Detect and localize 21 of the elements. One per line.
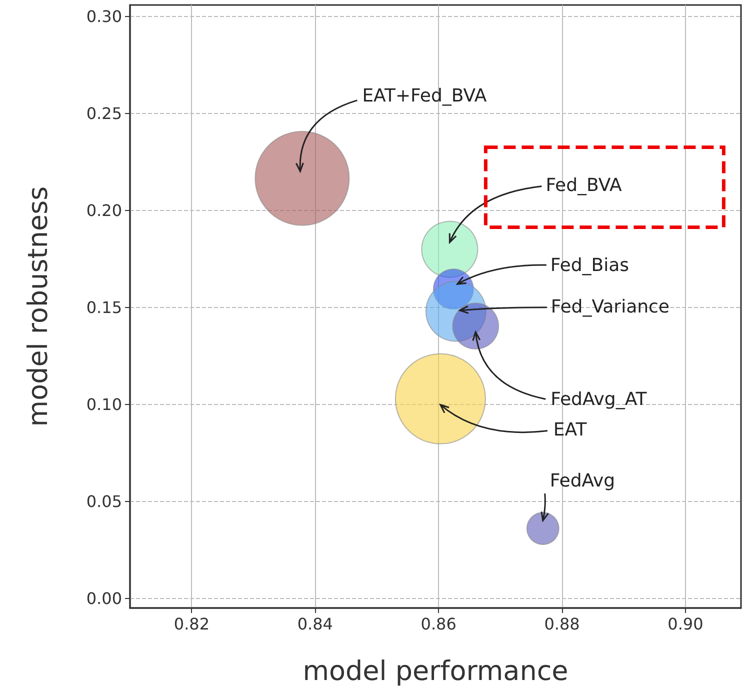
y-tick-label: 0.20: [86, 201, 122, 220]
y-axis-title: model robustness: [23, 186, 54, 427]
text: Fed_Bias: [550, 254, 630, 276]
x-tick-label: 0.88: [544, 614, 580, 634]
text: Fed_BVA: [546, 175, 623, 196]
text: EAT+Fed_BVA: [362, 85, 488, 106]
y-tick-label: 0.30: [86, 7, 122, 26]
text: EAT: [553, 420, 588, 441]
text: Fed_Variance: [550, 296, 670, 318]
y-tick-label: 0.10: [86, 394, 122, 414]
x-tick-label: 0.82: [174, 614, 210, 634]
x-tick-label: 0.90: [668, 614, 704, 634]
x-tick-label: 0.86: [420, 614, 456, 634]
y-tick-label: 0.05: [86, 492, 122, 511]
x-tick-label: 0.84: [297, 614, 333, 634]
x-axis-title: model performance: [302, 656, 568, 687]
y-tick-label: 0.25: [86, 104, 122, 124]
series-label: FedAvg: [550, 470, 616, 492]
y-tick-label: 0.15: [86, 298, 122, 317]
text: FedAvg_AT: [550, 389, 648, 410]
y-tick-label: 0.00: [86, 588, 122, 608]
